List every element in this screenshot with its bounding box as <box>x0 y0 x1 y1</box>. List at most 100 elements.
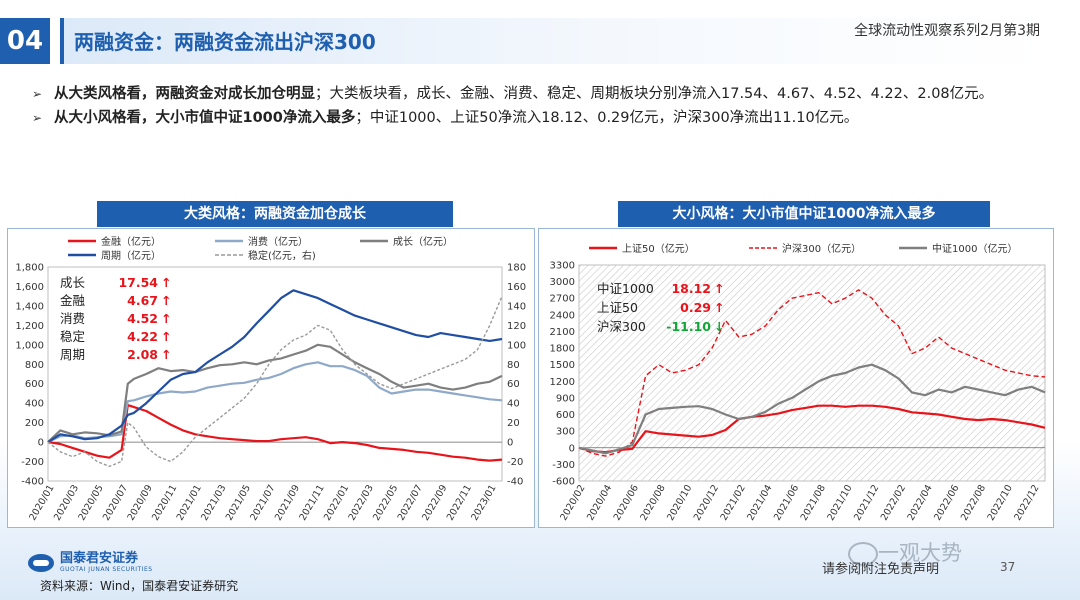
y-tick-label: 600 <box>25 379 44 390</box>
legend-label: 稳定(亿元，右) <box>248 249 316 262</box>
annotation-value: 4.22 <box>127 329 158 344</box>
x-tick-label: 2020/02 <box>558 483 587 523</box>
watermark: 一观大势 <box>878 541 962 565</box>
x-tick-label: 2022/06 <box>932 483 961 523</box>
y-tick-label: 0 <box>569 443 575 454</box>
bullet-bold: 从大类风格看，两融资金对成长加仓明显 <box>54 86 315 102</box>
annotation-label: 消费 <box>60 311 85 326</box>
chart-title-style: 大类风格：两融资金加仓成长 <box>97 201 453 227</box>
annotation-label: 沪深300 <box>597 319 646 334</box>
annotation-arrow-icon: ↑ <box>161 311 171 326</box>
page-title: 两融资金：两融资金流出沪深300 <box>74 30 376 54</box>
annotation-arrow-icon: ↑ <box>161 275 171 290</box>
annotation-arrow-icon: ↑ <box>714 300 724 315</box>
x-tick-label: 2020/08 <box>638 483 667 523</box>
bullet-text: ；大类板块看，成长、金融、消费、稳定、周期板块分别净流入17.54、4.67、4… <box>315 86 994 102</box>
y2-tick-label: 160 <box>507 282 526 293</box>
y-tick-label: -400 <box>21 477 44 488</box>
series-line <box>578 289 1046 457</box>
chart-style: -400-20002004006008001,0001,2001,4001,60… <box>15 235 526 523</box>
legend-label: 上证50（亿元） <box>622 242 695 255</box>
bullet-bold: 从大小风格看，大小市值中证1000净流入最多 <box>54 110 356 126</box>
annotation-value: -11.10 <box>666 319 711 334</box>
y-tick-label: 3000 <box>550 277 575 288</box>
annotation-value: 17.54 <box>118 275 158 290</box>
y2-tick-label: 140 <box>507 301 526 312</box>
y2-tick-label: -40 <box>507 477 523 488</box>
x-tick-label: 2021/08 <box>799 483 828 523</box>
section-badge: 04 <box>0 18 50 64</box>
y-tick-label: 600 <box>556 410 575 421</box>
wechat-watermark-icon <box>848 542 878 566</box>
x-tick-label: 2022/04 <box>906 483 935 523</box>
y-tick-label: 800 <box>25 360 44 371</box>
disclaimer-link[interactable]: 请参阅附注免责声明 <box>822 562 940 577</box>
series-line <box>47 343 503 443</box>
y-tick-label: 1,400 <box>15 301 44 312</box>
bullet-arrow-icon: ➢ <box>32 111 43 125</box>
y-tick-label: 3300 <box>550 261 575 272</box>
title-bar: 两融资金：两融资金流出沪深300 <box>60 18 1045 64</box>
x-tick-label: 2022/12 <box>1012 483 1041 523</box>
annotation-label: 上证50 <box>597 300 638 315</box>
y2-tick-label: 60 <box>507 379 520 390</box>
y2-tick-label: 40 <box>507 399 520 410</box>
logo-en: GUOTAI JUNAN SECURITIES <box>60 566 153 573</box>
y2-tick-label: 180 <box>507 263 526 274</box>
plot-frame <box>578 264 1046 482</box>
y-tick-label: 1500 <box>550 360 575 371</box>
y-tick-label: 900 <box>556 393 575 404</box>
x-tick-label: 2020/06 <box>612 483 641 523</box>
annotation-label: 中证1000 <box>597 281 654 296</box>
plot-hatch-bg <box>579 265 1045 481</box>
chart-panel-style: -400 -200 0 200 400 600 800 1,000 1,200 1,400 1,60… <box>7 228 535 528</box>
y2-tick-label: 100 <box>507 340 526 351</box>
title-accent <box>60 18 64 64</box>
x-tick-label: 2021/04 <box>745 483 774 523</box>
y-tick-label: 1800 <box>550 344 575 355</box>
annotation-label: 成长 <box>60 275 86 290</box>
x-tick-label: 2021/12 <box>852 483 881 523</box>
annotation-label: 稳定 <box>60 329 85 344</box>
y-tick-label: -600 <box>552 477 575 488</box>
y-tick-label: 2100 <box>550 327 575 338</box>
annotation-arrow-icon: ↑ <box>161 347 171 362</box>
bullet-item: ➢ 从大类风格看，两融资金对成长加仓明显；大类板块看，成长、金融、消费、稳定、周… <box>32 82 1052 106</box>
annotation-label: 周期 <box>60 347 85 362</box>
x-tick-label: 2021/02 <box>719 483 748 523</box>
series-line <box>47 289 503 444</box>
y2-tick-label: 20 <box>507 418 520 429</box>
logo-mark-icon <box>28 553 54 572</box>
legend-label: 金融（亿元） <box>101 235 161 248</box>
y-tick-label: 2700 <box>550 294 575 305</box>
y-tick-label: 1,000 <box>15 340 44 351</box>
bullet-text: ；中证1000、上证50净流入18.12、0.29亿元，沪深300净流出11.1… <box>355 110 859 126</box>
annotation-arrow-icon: ↓ <box>714 319 724 334</box>
y-tick-label: -200 <box>21 457 44 468</box>
bullet-list: ➢ 从大类风格看，两融资金对成长加仓明显；大类板块看，成长、金融、消费、稳定、周… <box>32 82 1052 130</box>
y-tick-label: 200 <box>25 418 44 429</box>
y-tick-label: 1,600 <box>15 282 44 293</box>
y-tick-label: -300 <box>552 460 575 471</box>
series-line <box>578 404 1046 454</box>
y-tick-label: 400 <box>25 399 44 410</box>
bullet-arrow-icon: ➢ <box>32 87 43 101</box>
annotation-value: 0.29 <box>680 300 711 315</box>
annotation-arrow-icon: ↑ <box>161 293 171 308</box>
chart-panel-size: -600 -300 0 300 600 900 1200 1500 1800 2100 2400 27… <box>538 228 1054 528</box>
legend-label: 消费（亿元） <box>248 235 308 248</box>
x-tick-label: 2022/08 <box>959 483 988 523</box>
annotation-value: 2.08 <box>127 347 158 362</box>
annotation-arrow-icon: ↑ <box>714 281 724 296</box>
annotation-value: 18.12 <box>671 281 711 296</box>
x-tick-label: 2021/06 <box>772 483 801 523</box>
y2-tick-label: 0 <box>507 438 513 449</box>
data-source: 资料来源：Wind，国泰君安证券研究 <box>40 579 239 593</box>
legend-label: 中证1000（亿元） <box>932 242 1017 255</box>
y-tick-label: 0 <box>38 438 44 449</box>
x-tick-label: 2020/12 <box>692 483 721 523</box>
legend-label: 周期（亿元） <box>101 249 161 262</box>
series-line <box>47 404 503 462</box>
x-tick-label: 2020/10 <box>665 483 694 523</box>
legend-label: 成长（亿元） <box>393 235 453 248</box>
